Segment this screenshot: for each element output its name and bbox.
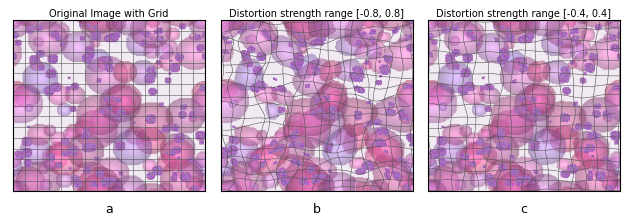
Title: Original Image with Grid: Original Image with Grid: [49, 9, 168, 19]
Text: b: b: [313, 204, 321, 216]
Title: Distortion strength range [-0.8, 0.8]: Distortion strength range [-0.8, 0.8]: [229, 9, 404, 19]
Title: Distortion strength range [-0.4, 0.4]: Distortion strength range [-0.4, 0.4]: [436, 9, 611, 19]
Text: c: c: [520, 204, 527, 216]
Text: a: a: [105, 204, 113, 216]
